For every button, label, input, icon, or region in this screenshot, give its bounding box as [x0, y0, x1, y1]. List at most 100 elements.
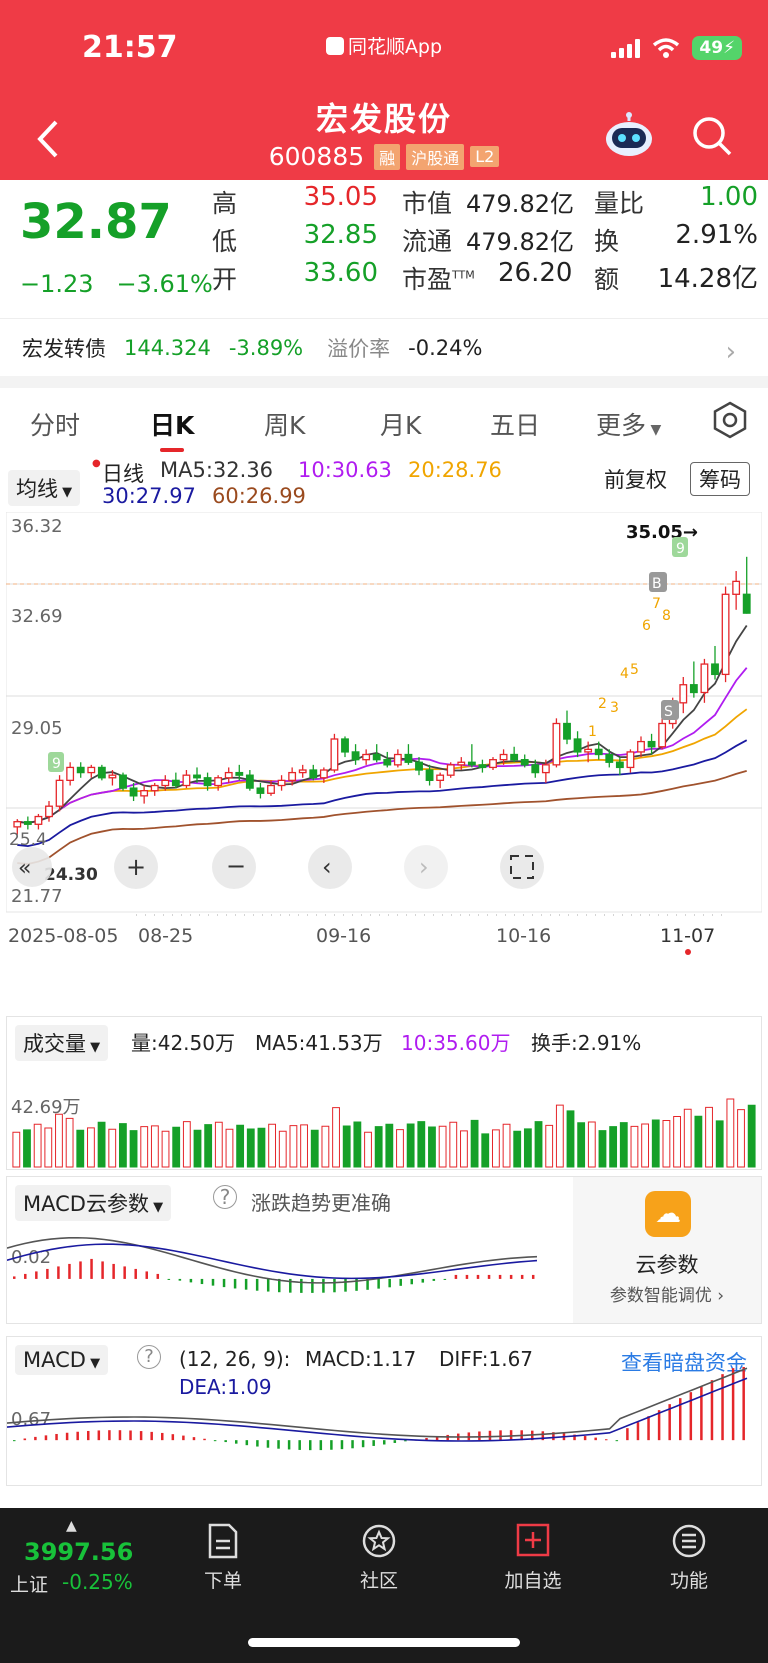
volume-ma10: 10:35.60万	[401, 1031, 511, 1055]
chip-distribution-button[interactable]: 筹码	[690, 462, 750, 496]
macd-histogram-bar	[189, 1278, 193, 1283]
volume-bar	[662, 1120, 671, 1168]
signal-marker: 5	[630, 662, 639, 678]
tab-five-day[interactable]: 五日	[490, 411, 541, 440]
indicator-dropdown[interactable]: 均线 ▼	[8, 470, 81, 506]
zoom-out-button[interactable]: −	[212, 845, 256, 889]
candle	[637, 740, 645, 753]
scroll-right-button[interactable]: ›	[404, 845, 448, 889]
macd-histogram-bar	[361, 1440, 365, 1448]
candle	[647, 740, 656, 748]
volume-bar	[140, 1126, 149, 1168]
cloud-param-card[interactable]: ☁ 云参数 参数智能调优 ›	[573, 1177, 761, 1323]
macd-histogram-bar	[79, 1261, 82, 1279]
macd-histogram-bar	[171, 1434, 175, 1441]
macd-histogram-bar	[224, 1440, 227, 1443]
settings-icon[interactable]	[710, 400, 750, 440]
macd-cloud-dropdown[interactable]: MACD云参数 ▼	[15, 1185, 172, 1221]
volume-bar	[491, 1129, 500, 1168]
stock-code: 600885	[268, 142, 365, 171]
tab-intraday[interactable]: 分时	[30, 411, 81, 440]
volume-bar	[342, 1125, 351, 1168]
volume-bar	[673, 1116, 681, 1168]
macd-histogram-bar	[244, 1278, 248, 1290]
candle	[425, 769, 434, 782]
macd-histogram-bar	[34, 1436, 37, 1441]
macd-histogram-bar	[498, 1274, 502, 1279]
volume-bar	[76, 1129, 85, 1168]
macd-cloud-panel: MACD云参数 ▼ ? 涨跌趋势更准确 0.02 ☁ 云参数 参数智能调优 ›	[6, 1176, 762, 1324]
search-icon[interactable]	[690, 114, 734, 158]
macd-histogram-bar	[97, 1430, 101, 1441]
ai-robot-icon[interactable]	[604, 112, 654, 158]
macd-value: MACD:1.17	[305, 1347, 417, 1371]
candle	[404, 753, 413, 763]
macd-histogram-bar	[112, 1263, 115, 1279]
signal-marker: 8	[662, 608, 671, 624]
buy-signal-marker: B	[652, 576, 662, 592]
volume-bar	[651, 1119, 660, 1168]
macd-histogram-bar	[425, 1438, 428, 1441]
tab-weekly[interactable]: 周K	[264, 411, 306, 440]
svg-text:›: ›	[419, 853, 429, 881]
volume-bar	[747, 1104, 756, 1168]
volume-bar	[364, 1131, 372, 1168]
volume-bar	[374, 1126, 383, 1168]
y-side-label: 25.4	[9, 830, 47, 850]
macd-histogram-bar	[366, 1278, 369, 1290]
help-icon[interactable]: ?	[137, 1345, 161, 1369]
y-low-label: 29.05	[11, 718, 63, 739]
active-tab-indicator	[160, 448, 184, 452]
macd-histogram-bar	[721, 1374, 724, 1441]
macd-histogram-bar	[541, 1431, 545, 1441]
macd-histogram-bar	[421, 1278, 425, 1283]
convertible-bond-row[interactable]: 宏发转债 144.324 -3.89% 溢价率 -0.24% ›	[0, 318, 768, 376]
volume-bar	[118, 1123, 127, 1168]
index-ticker[interactable]: ▲ 3997.56 上证 -0.25%	[10, 1518, 150, 1598]
volume-value: 量:42.50万	[131, 1031, 235, 1055]
macd-dropdown[interactable]: MACD ▼	[15, 1345, 109, 1375]
zoom-in-button[interactable]: +	[114, 845, 158, 889]
scroll-left-button[interactable]: ‹	[308, 845, 352, 889]
tab-more[interactable]: 更多 ▼	[596, 411, 662, 440]
volume-bar	[236, 1124, 245, 1168]
macd-histogram-bar	[145, 1271, 148, 1279]
tab-daily[interactable]: 日K	[150, 411, 195, 440]
turnover-value: 2.91%	[675, 220, 758, 250]
macd-histogram-bar	[150, 1431, 153, 1441]
help-icon[interactable]: ?	[213, 1185, 237, 1209]
x-label-end: 11-07	[660, 925, 715, 947]
period-tabs: 分时 日K 周K 月K 五日 更多 ▼	[0, 388, 768, 456]
fullscreen-button[interactable]	[500, 845, 544, 889]
macd-histogram-bar	[552, 1432, 555, 1441]
macd-histogram-bar	[178, 1278, 182, 1281]
adjust-mode[interactable]: 前复权	[604, 468, 667, 492]
nav-community[interactable]: 社区	[324, 1522, 434, 1593]
tab-monthly[interactable]: 月K	[380, 411, 422, 440]
macd-histogram-bar	[298, 1440, 301, 1450]
macd-histogram-bar	[383, 1440, 386, 1445]
volume-dropdown[interactable]: 成交量 ▼	[15, 1025, 109, 1061]
collapse-button[interactable]: «	[12, 847, 52, 887]
macd-histogram-bar	[192, 1437, 196, 1441]
dark-pool-link[interactable]: 查看暗盘资金	[621, 1351, 747, 1375]
ma60-line	[17, 769, 747, 865]
open-label: 开	[212, 265, 238, 294]
candle	[372, 753, 381, 761]
nav-functions[interactable]: 功能	[634, 1522, 744, 1593]
nav-order[interactable]: 下单	[168, 1522, 278, 1593]
svg-text:−: −	[226, 852, 246, 880]
macd-panel: MACD ▼ ? (12, 26, 9): MACD:1.17 DIFF:1.6…	[6, 1336, 762, 1486]
volratio-value: 1.00	[700, 182, 758, 212]
volume-bar	[460, 1130, 468, 1168]
stock-code-row: 600885 融 沪股通 L2	[0, 142, 768, 171]
volume-bar	[598, 1130, 607, 1168]
volume-bar	[577, 1122, 586, 1168]
back-button[interactable]	[30, 114, 66, 164]
nav-add-watchlist[interactable]: 加自选	[478, 1522, 588, 1593]
signal-markers: 9 9 B S 1 2 3 4 5 6 7 8	[48, 537, 688, 772]
open-value: 33.60	[303, 258, 378, 288]
tag-margin: 融	[374, 143, 401, 170]
kline-chart[interactable]: 36.32 32.69 29.05 21.77 25.4 24.30 35.05…	[6, 512, 762, 1012]
macd-histogram-bar	[478, 1431, 481, 1441]
